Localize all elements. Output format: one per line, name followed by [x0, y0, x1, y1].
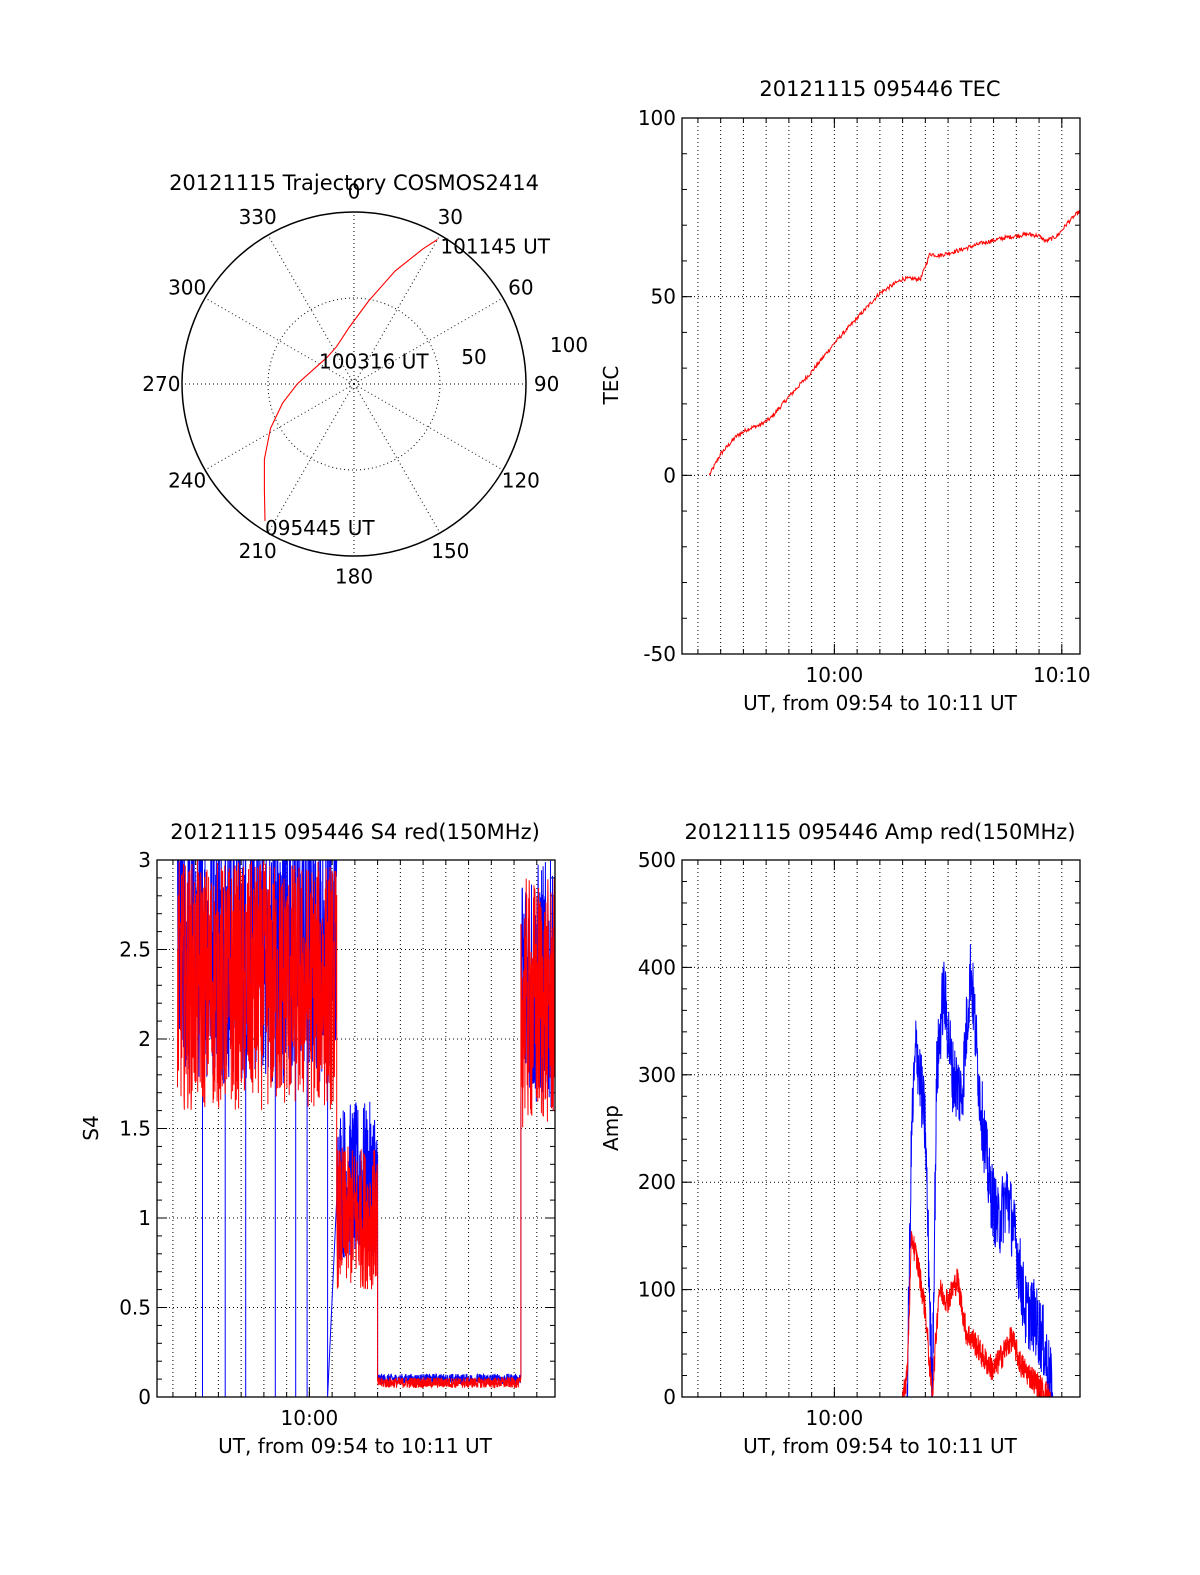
amp-plot-area: 0 100 200 300 400 500 10:00 [638, 848, 1081, 1430]
s4-ytick-label: 2 [138, 1027, 151, 1051]
polar-trajectory-panel: 20121115 Trajectory COSMOS2414 0 30 60 90 12… [142, 171, 588, 589]
tec-ytick-label: 50 [651, 285, 676, 309]
amp-ytick-label: 100 [638, 1278, 676, 1302]
polar-azimuth-label-60: 60 [508, 276, 533, 300]
tec-xtick-label: 10:10 [1033, 663, 1091, 687]
polar-spoke-30 [353, 234, 441, 385]
amp-ytick-label: 200 [638, 1170, 676, 1194]
polar-inner-ring [267, 297, 441, 471]
s4-ytick-label: 1.5 [119, 1117, 151, 1141]
polar-spoke-150 [353, 383, 441, 534]
s4-ytick-label: 0 [138, 1385, 151, 1409]
s4-ytick-label: 0.5 [119, 1296, 151, 1320]
polar-spoke-240 [204, 383, 355, 471]
amp-ytick-label: 500 [638, 848, 676, 872]
amp-ytick-label: 0 [663, 1385, 676, 1409]
polar-ring-label-100: 100 [550, 333, 588, 357]
polar-grid [181, 211, 527, 557]
tec-xtick-label: 10:00 [806, 663, 864, 687]
tec-plot-area: -50 0 50 100 10:00 10:10 [638, 106, 1091, 687]
polar-annotations: 095445 UT 100316 UT 101145 UT [265, 235, 551, 541]
s4-plot-area: 0 0.5 1 1.5 2 2.5 3 10:00 [119, 848, 556, 1430]
polar-azimuth-label-0: 0 [348, 179, 361, 203]
amp-ylabel: Amp [599, 1105, 623, 1151]
polar-trajectory-line [263, 239, 438, 522]
polar-spoke-120 [353, 383, 504, 471]
polar-spoke-300 [204, 297, 355, 385]
polar-azimuth-label-300: 300 [168, 276, 206, 300]
polar-annotation-1: 100316 UT [319, 350, 429, 374]
tec-xlabel: UT, from 09:54 to 10:11 UT [743, 691, 1018, 715]
polar-spoke-330 [267, 234, 355, 385]
amp-series-line-red [709, 1231, 1080, 1397]
polar-annotation-0: 095445 UT [265, 516, 375, 540]
amp-frame [681, 859, 1081, 1398]
tec-series-line [708, 209, 1080, 476]
s4-ylabel: S4 [79, 1115, 103, 1140]
polar-spoke-60 [353, 297, 504, 385]
polar-azimuth-label-330: 330 [239, 205, 277, 229]
polar-spoke-210 [267, 383, 355, 534]
polar-azimuth-label-240: 240 [168, 468, 206, 492]
polar-azimuth-label-270: 270 [142, 372, 180, 396]
amp-series-group [709, 944, 1080, 1397]
tec-title: 20121115 095446 TEC [759, 77, 1000, 101]
s4-title: 20121115 095446 S4 red(150MHz) [170, 820, 540, 844]
polar-azimuth-label-210: 210 [239, 539, 277, 563]
polar-title: 20121115 Trajectory COSMOS2414 [169, 171, 539, 195]
amp-xtick-label: 10:00 [806, 1406, 864, 1430]
tec-ytick-label: -50 [643, 642, 676, 666]
polar-azimuth-label-30: 30 [438, 205, 463, 229]
polar-annotation-2: 101145 UT [440, 235, 550, 259]
s4-ytick-label: 3 [138, 848, 151, 872]
s4-panel: 20121115 095446 S4 red(150MHz) 0 0.5 1 1.5 2… [79, 820, 556, 1458]
polar-series [263, 239, 438, 522]
polar-azimuth-label-180: 180 [335, 565, 373, 589]
tec-ytick-label: 100 [638, 106, 676, 130]
amp-ytick-label: 300 [638, 1063, 676, 1087]
s4-frame [156, 859, 556, 1398]
tec-ytick-label: 0 [663, 463, 676, 487]
s4-ytick-label: 2.5 [119, 938, 151, 962]
polar-labels: 0 30 60 90 120 150 180 210 240 270 300 330 50 100 [142, 179, 588, 588]
polar-outer-ring [181, 211, 527, 557]
amp-ytick-label: 400 [638, 955, 676, 979]
tec-series-group [708, 209, 1080, 476]
polar-azimuth-label-120: 120 [502, 468, 540, 492]
amp-title: 20121115 095446 Amp red(150MHz) [684, 820, 1075, 844]
polar-azimuth-label-150: 150 [431, 539, 469, 563]
s4-ytick-label: 1 [138, 1206, 151, 1230]
amp-xlabel: UT, from 09:54 to 10:11 UT [743, 1434, 1018, 1458]
s4-series-group [177, 860, 555, 1397]
tec-ylabel: TEC [599, 366, 623, 406]
polar-ring-label-50: 50 [461, 345, 486, 369]
s4-xlabel: UT, from 09:54 to 10:11 UT [218, 1434, 493, 1458]
tec-frame [681, 117, 1081, 655]
s4-series-line-red [177, 860, 555, 1389]
s4-xtick-label: 10:00 [281, 1406, 339, 1430]
polar-azimuth-label-90: 90 [534, 372, 559, 396]
amp-panel: 20121115 095446 Amp red(150MHz) 0 100 200 3… [599, 820, 1081, 1458]
amp-series-line-blue [709, 944, 1080, 1397]
